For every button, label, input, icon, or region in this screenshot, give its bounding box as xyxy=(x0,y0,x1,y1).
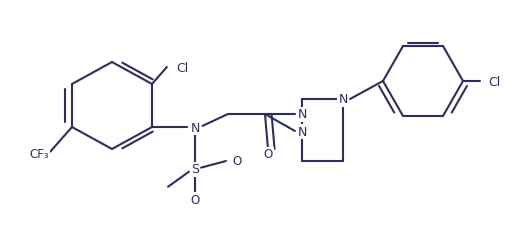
Text: N: N xyxy=(297,108,307,121)
Text: O: O xyxy=(190,193,199,206)
Text: S: S xyxy=(191,163,199,176)
Text: N: N xyxy=(338,93,347,106)
Text: CF₃: CF₃ xyxy=(29,148,49,161)
Text: O: O xyxy=(232,155,242,168)
Text: O: O xyxy=(264,148,273,161)
Text: Cl: Cl xyxy=(176,61,188,74)
Text: Cl: Cl xyxy=(488,75,500,88)
Text: N: N xyxy=(297,125,307,138)
Text: N: N xyxy=(190,121,199,134)
